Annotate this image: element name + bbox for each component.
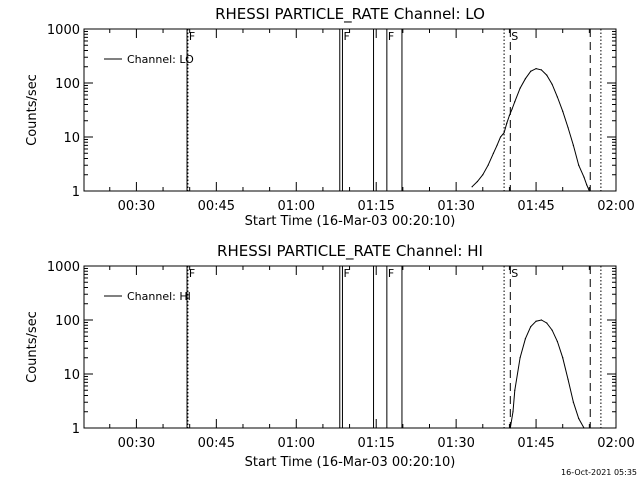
chart-title: RHESSI PARTICLE_RATE Channel: HI bbox=[217, 242, 483, 261]
series-line-channel-lo bbox=[471, 68, 590, 192]
data-point bbox=[509, 427, 511, 429]
data-point bbox=[476, 180, 479, 183]
y-axis-label: Counts/sec bbox=[25, 311, 40, 383]
data-point bbox=[530, 70, 532, 72]
data-point bbox=[519, 87, 521, 89]
data-point bbox=[562, 110, 564, 112]
y-axis-label: Counts/sec bbox=[25, 74, 40, 146]
data-point bbox=[540, 319, 542, 321]
data-point bbox=[514, 389, 516, 391]
x-tick-label: 02:00 bbox=[597, 199, 634, 214]
data-point bbox=[530, 326, 532, 328]
x-tick-label: 00:45 bbox=[198, 436, 235, 451]
data-point bbox=[586, 184, 588, 186]
data-point bbox=[556, 340, 558, 343]
data-point bbox=[492, 152, 495, 154]
data-point bbox=[499, 136, 502, 138]
data-point bbox=[514, 101, 516, 103]
flag-label: F bbox=[388, 30, 394, 43]
x-tick-label: 00:45 bbox=[198, 199, 235, 214]
x-tick-label: 02:00 bbox=[597, 436, 634, 451]
data-point bbox=[572, 144, 574, 146]
flag-label: S bbox=[511, 30, 518, 43]
x-tick-label: 01:00 bbox=[278, 199, 315, 214]
data-point bbox=[578, 417, 580, 420]
data-point bbox=[508, 114, 511, 117]
data-point bbox=[524, 338, 527, 340]
x-tick-label: 01:30 bbox=[437, 436, 474, 451]
data-point bbox=[535, 320, 537, 322]
x-tick-label: 01:30 bbox=[437, 199, 474, 214]
data-point bbox=[546, 74, 548, 76]
data-point bbox=[583, 176, 585, 178]
data-point bbox=[482, 174, 484, 176]
data-point bbox=[546, 322, 548, 324]
data-point bbox=[471, 186, 473, 188]
x-axis-label: Start Time (16-Mar-03 00:20:10) bbox=[245, 455, 456, 470]
y-tick-label: 100 bbox=[55, 77, 80, 92]
y-tick-label: 100 bbox=[55, 314, 80, 329]
data-point bbox=[511, 108, 513, 110]
chart-title: RHESSI PARTICLE_RATE Channel: LO bbox=[215, 5, 485, 24]
y-tick-label: 1000 bbox=[47, 260, 80, 275]
data-point bbox=[583, 427, 585, 429]
flag-label: F bbox=[388, 267, 394, 280]
x-tick-label: 01:45 bbox=[517, 199, 554, 214]
series-line-channel-hi bbox=[509, 319, 585, 429]
y-tick-label: 1 bbox=[72, 422, 80, 437]
flag-label: F bbox=[343, 30, 349, 43]
data-point bbox=[572, 401, 574, 403]
data-point bbox=[551, 329, 553, 331]
data-point bbox=[512, 411, 514, 413]
legend-entry: Channel: HI bbox=[127, 290, 191, 303]
x-tick-label: 01:15 bbox=[357, 199, 394, 214]
chart-panel-lo: RHESSI PARTICLE_RATE Channel: LO 00:30 00:… bbox=[25, 5, 635, 229]
flag-label: F bbox=[189, 267, 195, 280]
data-point bbox=[519, 357, 521, 359]
data-point bbox=[503, 132, 505, 134]
data-point bbox=[506, 122, 508, 124]
data-point bbox=[551, 83, 553, 85]
data-point bbox=[556, 96, 558, 98]
data-point bbox=[578, 164, 580, 166]
y-tick-label: 1000 bbox=[47, 23, 80, 38]
flag-label: F bbox=[189, 30, 195, 43]
data-point bbox=[540, 69, 542, 71]
y-tick-label: 10 bbox=[63, 131, 80, 146]
flag-label: F bbox=[343, 267, 349, 280]
data-point bbox=[535, 67, 537, 70]
data-point bbox=[562, 357, 564, 359]
y-tick-label: 1 bbox=[72, 185, 80, 200]
data-point bbox=[588, 190, 590, 192]
x-axis-label: Start Time (16-Mar-03 00:20:10) bbox=[245, 214, 456, 229]
legend-entry: Channel: LO bbox=[127, 53, 194, 66]
x-tick-label: 00:30 bbox=[118, 436, 155, 451]
flag-label: S bbox=[511, 267, 518, 280]
y-tick-label: 10 bbox=[63, 368, 80, 383]
chart-panel-hi: RHESSI PARTICLE_RATE Channel: HI 00:30 00:… bbox=[25, 242, 635, 470]
x-tick-label: 01:45 bbox=[517, 436, 554, 451]
data-point bbox=[487, 164, 489, 166]
x-tick-label: 00:30 bbox=[118, 199, 155, 214]
data-point bbox=[496, 144, 498, 146]
data-point bbox=[567, 378, 569, 380]
x-tick-label: 01:00 bbox=[278, 436, 315, 451]
footer-timestamp: 16-Oct-2021 05:35 bbox=[561, 468, 637, 477]
x-tick-label: 01:15 bbox=[357, 436, 394, 451]
data-point bbox=[567, 126, 569, 129]
data-point bbox=[524, 78, 527, 80]
